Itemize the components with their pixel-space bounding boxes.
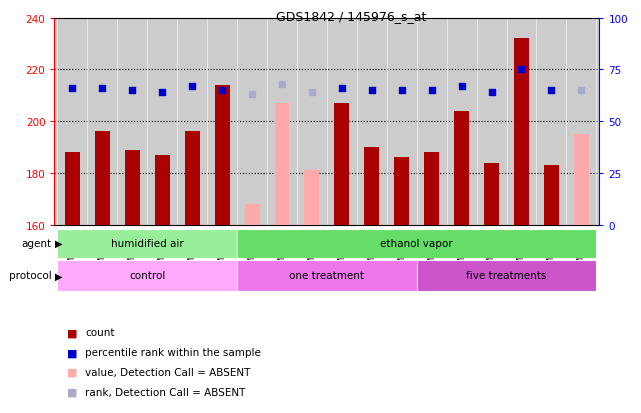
Text: five treatments: five treatments xyxy=(467,271,547,281)
Bar xyxy=(274,104,290,225)
Text: ■: ■ xyxy=(67,387,78,397)
Text: ■: ■ xyxy=(67,347,78,357)
Text: value, Detection Call = ABSENT: value, Detection Call = ABSENT xyxy=(85,367,251,377)
Point xyxy=(97,85,108,92)
Text: ▶: ▶ xyxy=(55,239,63,249)
Bar xyxy=(125,150,140,225)
Point xyxy=(307,90,317,96)
Point xyxy=(337,85,347,92)
Bar xyxy=(335,104,349,225)
Bar xyxy=(544,166,559,225)
Bar xyxy=(454,112,469,225)
Text: ■: ■ xyxy=(67,367,78,377)
Bar xyxy=(424,153,439,225)
Bar xyxy=(484,163,499,225)
Point xyxy=(576,88,587,94)
Bar xyxy=(417,260,596,291)
Bar xyxy=(58,229,237,258)
Point xyxy=(546,88,556,94)
Point xyxy=(487,90,497,96)
Point xyxy=(157,90,167,96)
Point xyxy=(426,88,437,94)
Bar xyxy=(304,171,319,225)
Bar xyxy=(245,204,260,225)
Text: humidified air: humidified air xyxy=(111,239,184,249)
Point xyxy=(127,88,137,94)
Point xyxy=(187,83,197,90)
Point xyxy=(367,88,377,94)
Text: ethanol vapor: ethanol vapor xyxy=(380,239,453,249)
Bar xyxy=(65,153,80,225)
Bar xyxy=(58,260,237,291)
Text: one treatment: one treatment xyxy=(289,271,365,281)
Text: GDS1842 / 145976_s_at: GDS1842 / 145976_s_at xyxy=(276,10,426,23)
Text: count: count xyxy=(85,328,115,337)
Bar xyxy=(237,260,417,291)
Bar xyxy=(574,135,589,225)
Bar xyxy=(185,132,200,225)
Text: protocol: protocol xyxy=(8,271,51,281)
Bar xyxy=(95,132,110,225)
Text: rank, Detection Call = ABSENT: rank, Detection Call = ABSENT xyxy=(85,387,246,397)
Point xyxy=(277,81,287,88)
Point xyxy=(217,88,228,94)
Point xyxy=(397,88,407,94)
Point xyxy=(517,67,527,74)
Point xyxy=(247,92,257,98)
Bar xyxy=(237,229,596,258)
Bar xyxy=(154,155,170,225)
Text: control: control xyxy=(129,271,165,281)
Bar xyxy=(394,158,409,225)
Bar xyxy=(514,39,529,225)
Bar xyxy=(364,147,379,225)
Point xyxy=(67,85,78,92)
Text: agent: agent xyxy=(21,239,51,249)
Bar xyxy=(215,85,229,225)
Point xyxy=(456,83,467,90)
Text: percentile rank within the sample: percentile rank within the sample xyxy=(85,347,261,357)
Text: ■: ■ xyxy=(67,328,78,337)
Text: ▶: ▶ xyxy=(55,271,63,281)
